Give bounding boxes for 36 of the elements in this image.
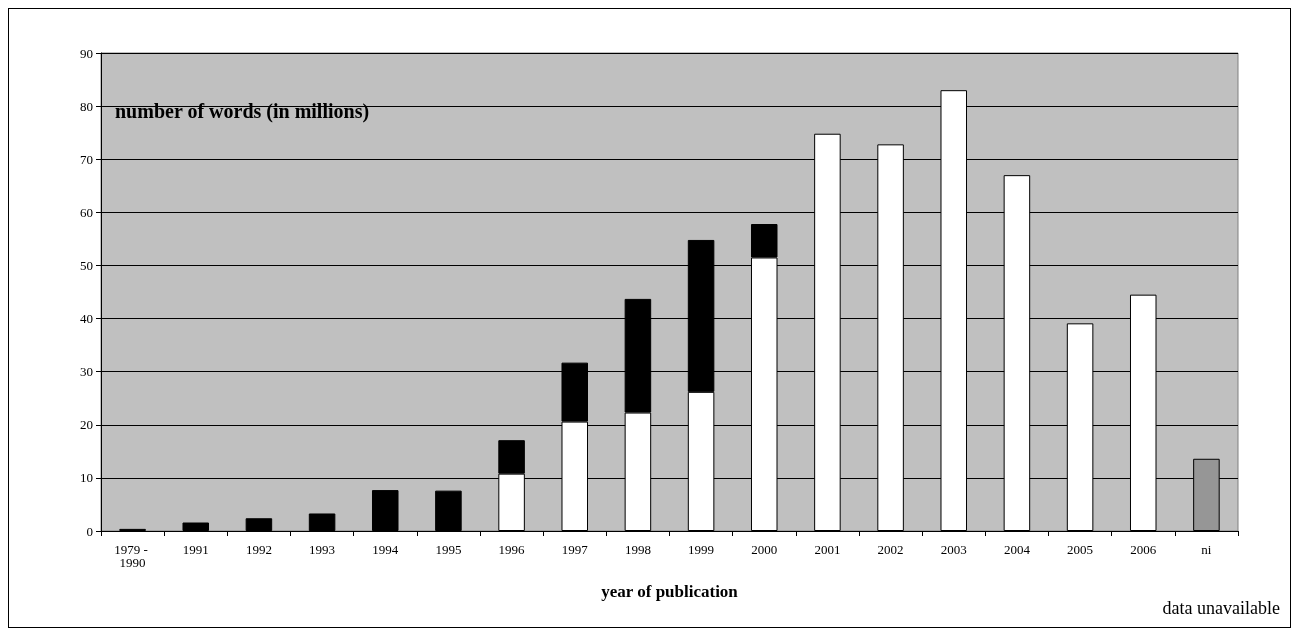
x-tick-label: 1998 bbox=[624, 542, 651, 557]
y-tick-label: 50 bbox=[80, 257, 93, 273]
bar bbox=[245, 518, 273, 531]
x-tick-label: 2005 bbox=[1067, 542, 1094, 557]
y-axis-title: number of words (in millions) bbox=[115, 100, 370, 123]
y-tick-label: 40 bbox=[80, 311, 93, 327]
bar bbox=[182, 522, 210, 531]
y-tick-label: 10 bbox=[80, 470, 93, 486]
bar bbox=[371, 490, 399, 531]
text: data unavailable bbox=[1162, 598, 1281, 618]
x-tick-label: 1999 bbox=[688, 542, 715, 557]
y-tick-label: 70 bbox=[80, 151, 93, 167]
x-tick-label: 1991 bbox=[182, 542, 209, 557]
x-tick-label: 2002 bbox=[877, 542, 904, 557]
bar bbox=[435, 490, 462, 531]
x-tick-label: 2004 bbox=[1003, 542, 1031, 557]
x-tick-label: ni bbox=[1201, 542, 1212, 557]
x-tick-label: 2001 bbox=[814, 542, 841, 557]
bar bbox=[308, 513, 336, 531]
x-tick-label: 1995 bbox=[435, 542, 462, 557]
x-tick-label: 1993 bbox=[309, 542, 336, 557]
x-tick-label: 1992 bbox=[245, 542, 272, 557]
x-axis-title: year of publication bbox=[601, 582, 739, 601]
y-tick-label: 30 bbox=[80, 364, 93, 380]
y-tick-label: 20 bbox=[80, 417, 93, 433]
y-tick-label: 0 bbox=[86, 523, 93, 539]
y-tick-label: 60 bbox=[80, 204, 93, 220]
x-tick-label: 1996 bbox=[498, 542, 526, 557]
y-tick-label: 90 bbox=[80, 45, 93, 61]
x-tick-label: 1997 bbox=[561, 542, 589, 557]
x-tick-label: 1994 bbox=[372, 542, 399, 557]
x-tick-label: 2003 bbox=[940, 542, 967, 557]
x-tick-label: 2006 bbox=[1130, 542, 1157, 557]
y-tick-label: 80 bbox=[80, 98, 93, 114]
x-tick-label: 1979 - 1990 bbox=[114, 542, 152, 570]
x-tick-label: 2000 bbox=[751, 542, 778, 557]
